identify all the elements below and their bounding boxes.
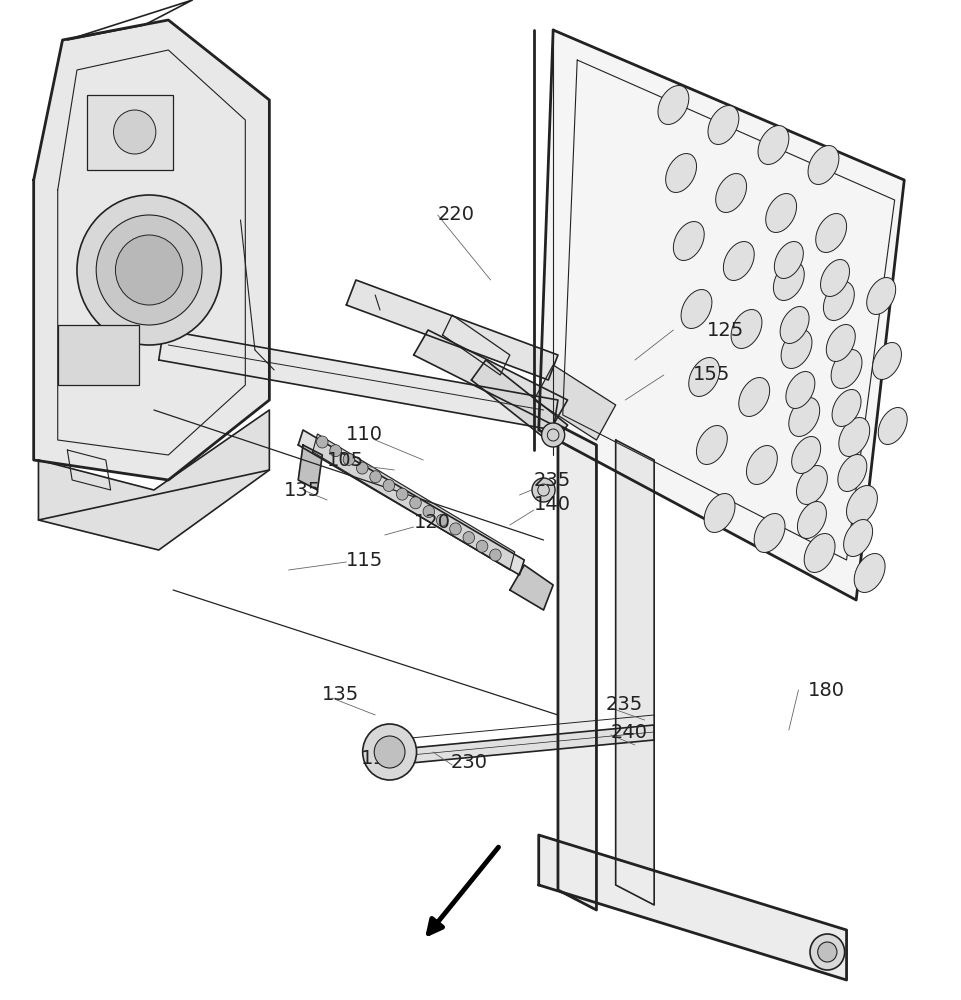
Ellipse shape — [866, 278, 895, 314]
Circle shape — [423, 506, 434, 518]
Ellipse shape — [773, 262, 803, 300]
Ellipse shape — [696, 426, 727, 464]
Circle shape — [449, 523, 460, 535]
Polygon shape — [538, 30, 903, 600]
Ellipse shape — [872, 343, 900, 379]
Polygon shape — [533, 365, 615, 440]
Ellipse shape — [796, 466, 826, 504]
Ellipse shape — [807, 146, 838, 184]
Ellipse shape — [853, 554, 884, 592]
Circle shape — [382, 479, 394, 491]
Ellipse shape — [820, 260, 849, 296]
Circle shape — [396, 488, 407, 500]
Ellipse shape — [825, 325, 854, 361]
Ellipse shape — [723, 242, 753, 280]
Polygon shape — [298, 430, 524, 575]
Circle shape — [531, 478, 554, 502]
Ellipse shape — [788, 398, 819, 436]
Polygon shape — [471, 360, 567, 445]
Ellipse shape — [797, 502, 825, 538]
Ellipse shape — [657, 86, 688, 124]
Circle shape — [409, 497, 421, 509]
Circle shape — [113, 110, 156, 154]
Text: 235: 235 — [605, 696, 643, 714]
Polygon shape — [538, 835, 846, 980]
Ellipse shape — [843, 520, 872, 556]
Text: 140: 140 — [533, 495, 570, 514]
Polygon shape — [38, 410, 269, 550]
Ellipse shape — [823, 282, 853, 320]
Polygon shape — [159, 330, 557, 430]
Circle shape — [817, 942, 836, 962]
Circle shape — [541, 423, 564, 447]
Text: 115: 115 — [360, 748, 398, 768]
Polygon shape — [346, 280, 557, 380]
Text: 240: 240 — [610, 722, 647, 742]
Circle shape — [489, 549, 501, 561]
Ellipse shape — [780, 330, 811, 368]
Ellipse shape — [707, 106, 738, 144]
Ellipse shape — [730, 310, 761, 348]
Circle shape — [357, 462, 368, 474]
Circle shape — [809, 934, 844, 970]
Ellipse shape — [838, 418, 869, 456]
Ellipse shape — [665, 154, 696, 192]
Text: 125: 125 — [706, 320, 744, 340]
Ellipse shape — [877, 408, 906, 444]
Polygon shape — [413, 330, 567, 425]
Bar — [58, 325, 139, 385]
Text: 120: 120 — [413, 512, 450, 532]
Circle shape — [476, 540, 487, 552]
Circle shape — [96, 215, 202, 325]
Ellipse shape — [757, 126, 788, 164]
Circle shape — [343, 453, 355, 465]
Polygon shape — [509, 565, 553, 610]
Ellipse shape — [785, 372, 814, 408]
Circle shape — [316, 436, 328, 448]
Ellipse shape — [803, 534, 834, 572]
Ellipse shape — [715, 174, 746, 212]
Circle shape — [369, 471, 381, 483]
Text: 110: 110 — [346, 426, 382, 444]
Ellipse shape — [815, 214, 846, 252]
Circle shape — [77, 195, 221, 345]
Polygon shape — [34, 20, 269, 480]
Ellipse shape — [837, 455, 866, 491]
Ellipse shape — [765, 194, 796, 232]
Circle shape — [362, 724, 416, 780]
Text: 220: 220 — [437, 206, 474, 225]
Text: 180: 180 — [807, 680, 844, 700]
Ellipse shape — [738, 378, 769, 416]
Circle shape — [330, 445, 341, 457]
Polygon shape — [312, 434, 514, 570]
Text: 135: 135 — [283, 481, 321, 499]
Ellipse shape — [673, 222, 703, 260]
Ellipse shape — [774, 242, 802, 278]
Ellipse shape — [846, 486, 876, 524]
Polygon shape — [557, 425, 596, 910]
Circle shape — [462, 532, 474, 544]
Text: 235: 235 — [533, 471, 571, 489]
Circle shape — [115, 235, 183, 305]
Ellipse shape — [831, 390, 860, 426]
Ellipse shape — [830, 350, 861, 388]
Ellipse shape — [791, 437, 820, 473]
Ellipse shape — [779, 307, 808, 343]
Circle shape — [374, 736, 405, 768]
Ellipse shape — [680, 290, 711, 328]
Text: 230: 230 — [450, 752, 486, 772]
Ellipse shape — [703, 494, 734, 532]
Polygon shape — [615, 440, 653, 905]
Text: 105: 105 — [327, 450, 364, 470]
Polygon shape — [389, 725, 653, 765]
Text: 115: 115 — [346, 550, 383, 570]
Ellipse shape — [688, 358, 719, 396]
Circle shape — [436, 514, 448, 526]
Bar — [86, 95, 173, 170]
Text: 135: 135 — [322, 686, 359, 704]
Polygon shape — [298, 445, 322, 490]
Text: 155: 155 — [692, 365, 729, 384]
Ellipse shape — [746, 446, 776, 484]
Ellipse shape — [753, 514, 784, 552]
